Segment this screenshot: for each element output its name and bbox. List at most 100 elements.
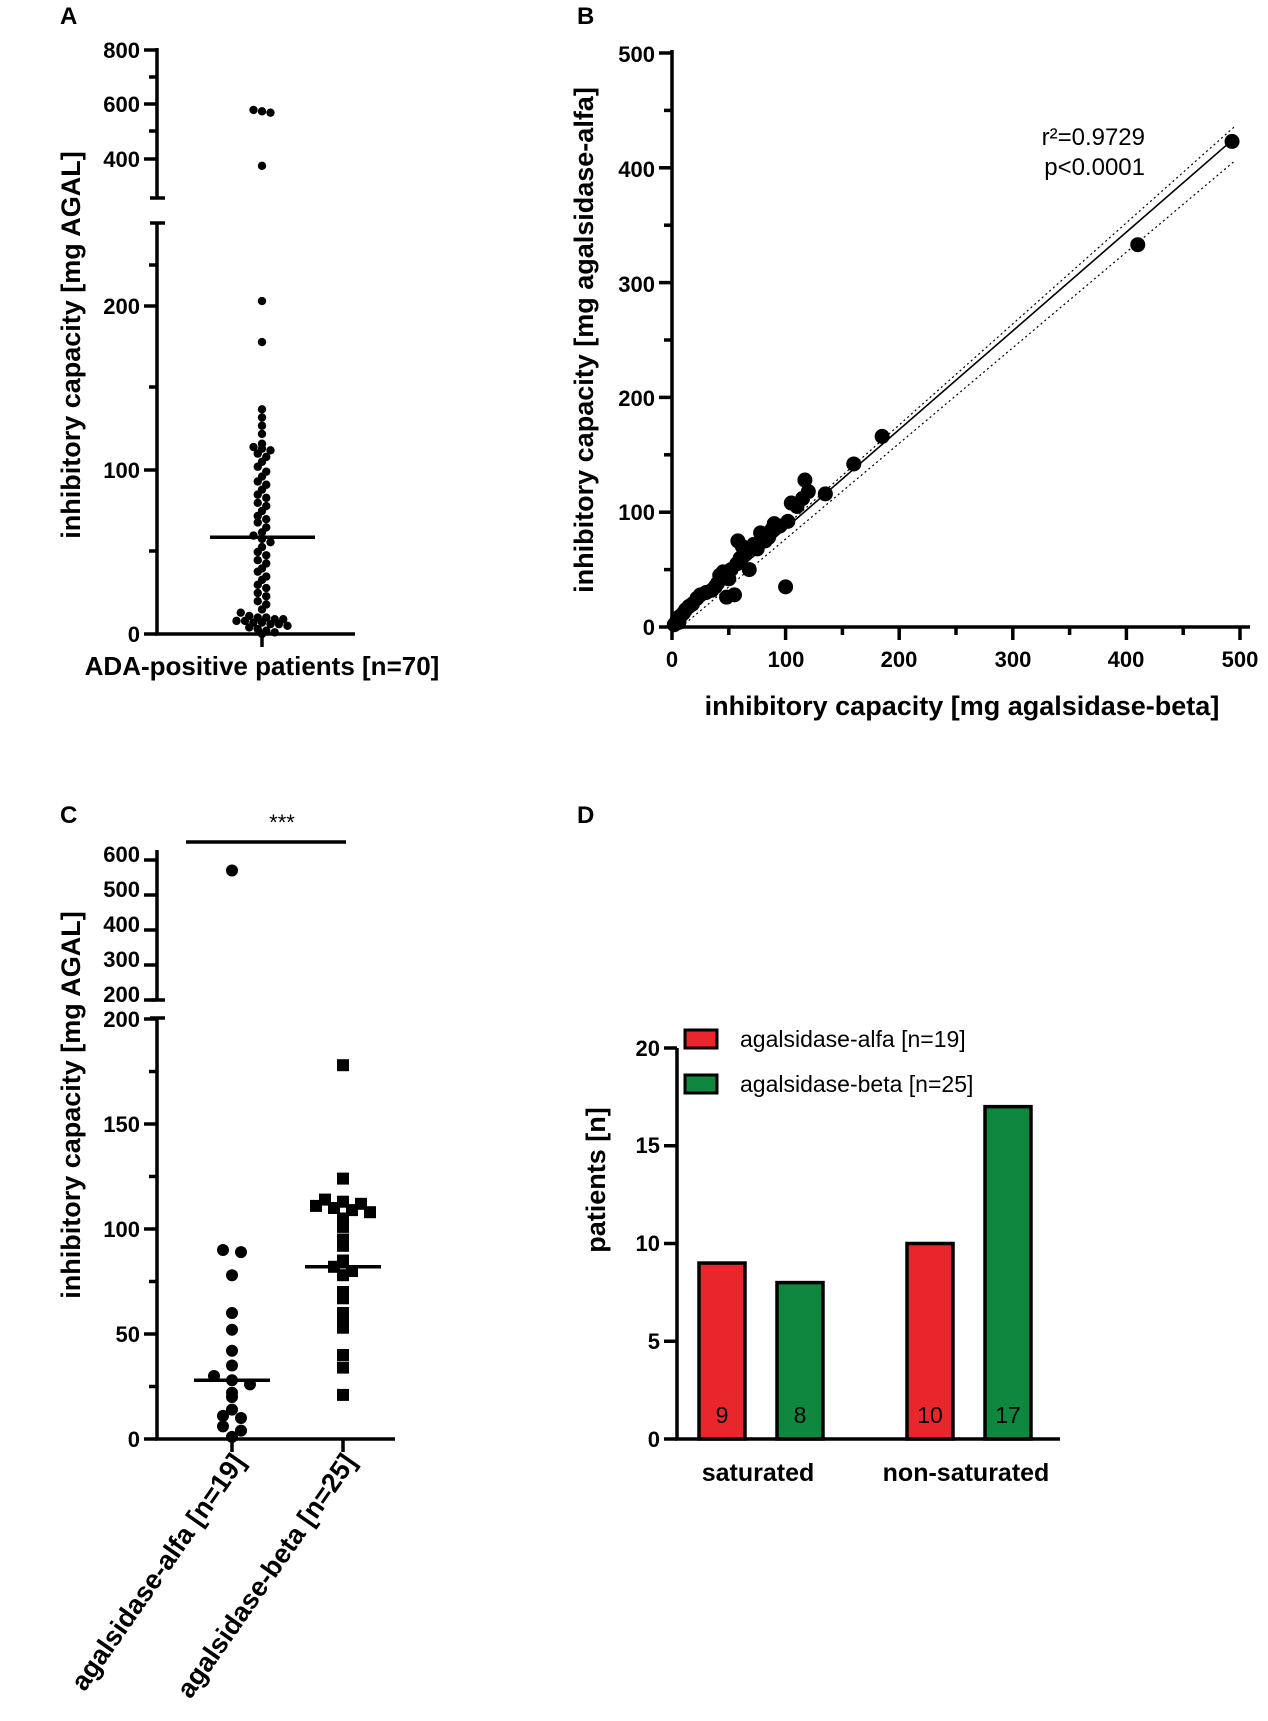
panel-a-point bbox=[240, 616, 250, 626]
panel-a-point bbox=[232, 616, 241, 626]
panel-a-point bbox=[253, 547, 262, 557]
panel-a-ytick-label: 0 bbox=[128, 622, 140, 647]
panel-c-point-beta bbox=[337, 1220, 349, 1233]
panel-d-ylabel: patients [n] bbox=[581, 1107, 611, 1253]
panel-b-ytick-label: 0 bbox=[643, 615, 655, 640]
panel-d-ytick-label: 15 bbox=[636, 1133, 660, 1158]
panel-c-point-alfa bbox=[226, 1323, 238, 1336]
panel-c-point-alfa bbox=[226, 1391, 238, 1403]
panel-c-ytick-label: 600 bbox=[103, 842, 140, 867]
panel-c-point-beta bbox=[337, 1349, 349, 1361]
panel-c-ytick-label: 300 bbox=[103, 947, 140, 972]
panel-c-ytick-label: 0 bbox=[128, 1427, 140, 1452]
panel-a-ytick-label: 800 bbox=[103, 38, 140, 63]
panel-a-point bbox=[257, 296, 267, 306]
panel-c-point-alfa bbox=[226, 1344, 238, 1357]
panel-b-point bbox=[1130, 237, 1146, 253]
panel-a-yticks bbox=[144, 48, 157, 636]
panel-c-point-alfa bbox=[217, 1244, 229, 1256]
panel-d-bar-label: 9 bbox=[716, 1402, 729, 1428]
panel-c-point-alfa bbox=[226, 1403, 238, 1416]
panel-c-point-beta bbox=[337, 1172, 349, 1185]
panel-a-point bbox=[249, 442, 258, 452]
panel-d-ytick-label: 0 bbox=[648, 1427, 660, 1452]
panel-c-ytick-label: 500 bbox=[103, 877, 140, 902]
panel-a-point bbox=[262, 551, 271, 560]
panel-a-point bbox=[257, 107, 267, 116]
panel-b-ytick-label: 300 bbox=[618, 272, 655, 297]
panel-b-ytick-label: 500 bbox=[618, 42, 655, 67]
panel-c-point-beta bbox=[337, 1059, 349, 1072]
panel-c-point-alfa bbox=[235, 1246, 247, 1259]
panel-a-ytick-label: 100 bbox=[103, 458, 140, 483]
panel-a-point bbox=[262, 515, 271, 524]
panel-b-xtick-label: 300 bbox=[995, 647, 1032, 672]
panel-a-point bbox=[253, 556, 262, 565]
panel-a-point bbox=[253, 462, 262, 471]
panel-d-bar-label: 8 bbox=[794, 1402, 807, 1428]
legend-label-alfa: agalsidase-alfa [n=19] bbox=[740, 1026, 966, 1052]
panel-b-xtick-label: 100 bbox=[768, 647, 805, 672]
panel-d-bar-label: 10 bbox=[917, 1402, 943, 1428]
panel-b-point bbox=[800, 484, 816, 500]
panel-d-xtick-label: saturated bbox=[702, 1459, 815, 1487]
panel-d-bars: 9 10 8 17 bbox=[697, 1104, 1033, 1441]
panel-a-ylabel: inhibitory capacity [mg AGAL] bbox=[56, 151, 86, 539]
panel-b-point bbox=[846, 456, 862, 472]
panel-c-point-alfa bbox=[226, 1359, 238, 1372]
panel-b-xtick-label: 500 bbox=[1222, 647, 1259, 672]
panel-d-xtick-label: non-saturated bbox=[883, 1459, 1050, 1487]
panel-a-point bbox=[257, 629, 267, 639]
panel-c-point-beta bbox=[337, 1321, 349, 1334]
panel-a-xlabel: ADA-positive patients [n=70] bbox=[85, 651, 440, 681]
legend-swatch-beta bbox=[683, 1073, 719, 1095]
panel-a-point bbox=[253, 477, 262, 486]
panel-a-point bbox=[253, 490, 262, 499]
panel-b-point bbox=[797, 472, 813, 488]
panel-c-ytick-label: 150 bbox=[103, 1112, 140, 1137]
panel-a-point bbox=[266, 537, 275, 547]
panel-a-point bbox=[274, 619, 284, 629]
panel-a-point bbox=[257, 605, 267, 614]
panel-b-ticklabels: 0 100 200 300 400 500 0 100 200 300 400 … bbox=[618, 42, 1258, 672]
panel-c-ytick-label: 100 bbox=[103, 1217, 140, 1242]
panel-a-point bbox=[257, 528, 267, 537]
panel-c-ytick-label: 200 bbox=[103, 982, 140, 1007]
panel-a-point bbox=[253, 580, 262, 589]
panel-c-label: C bbox=[60, 802, 77, 829]
panel-a-point bbox=[262, 592, 271, 601]
panel-c-point-beta bbox=[337, 1307, 349, 1319]
panel-d: D patients [n] 0 5 10 15 20 saturated no… bbox=[577, 802, 1060, 1487]
panel-a-point bbox=[257, 421, 267, 430]
panel-c-point-beta bbox=[337, 1388, 349, 1401]
panel-a-point bbox=[257, 405, 267, 414]
panel-b-point bbox=[1224, 133, 1240, 149]
legend-label-beta: agalsidase-beta [n=25] bbox=[740, 1071, 973, 1097]
panel-c-yticks bbox=[144, 858, 157, 1441]
panel-a-point bbox=[253, 511, 262, 521]
panel-a-point bbox=[262, 493, 271, 503]
panel-c-point-alfa bbox=[235, 1424, 247, 1437]
panel-a-point bbox=[257, 618, 267, 627]
panel-a-point bbox=[262, 583, 271, 593]
panel-c-point-alfa bbox=[226, 1430, 238, 1443]
panel-a-point bbox=[257, 161, 267, 171]
panel-c-ytick-label: 200 bbox=[103, 1007, 140, 1032]
panel-d-bar bbox=[905, 1241, 955, 1441]
panel-a-point bbox=[266, 446, 275, 455]
panel-d-bar bbox=[697, 1261, 747, 1441]
panel-a-point bbox=[266, 108, 275, 117]
panel-b-point bbox=[726, 587, 742, 603]
legend-swatch-alfa bbox=[683, 1028, 719, 1050]
panel-a-point bbox=[253, 498, 262, 507]
panel-d-ytick-label: 20 bbox=[636, 1036, 660, 1061]
panel-b-point bbox=[741, 562, 757, 578]
panel-b-xtick-label: 400 bbox=[1108, 647, 1145, 672]
panel-a: A inhibitory capacity [mg AGAL] 0 100 20… bbox=[56, 3, 439, 681]
panel-a-ytick-label: 200 bbox=[103, 294, 140, 319]
panel-d-ytick-label: 10 bbox=[636, 1231, 660, 1256]
panel-b-ytick-label: 200 bbox=[618, 386, 655, 411]
panel-a-point bbox=[245, 623, 254, 632]
panel-c-point-beta bbox=[337, 1361, 349, 1374]
panel-a-point bbox=[283, 621, 292, 630]
